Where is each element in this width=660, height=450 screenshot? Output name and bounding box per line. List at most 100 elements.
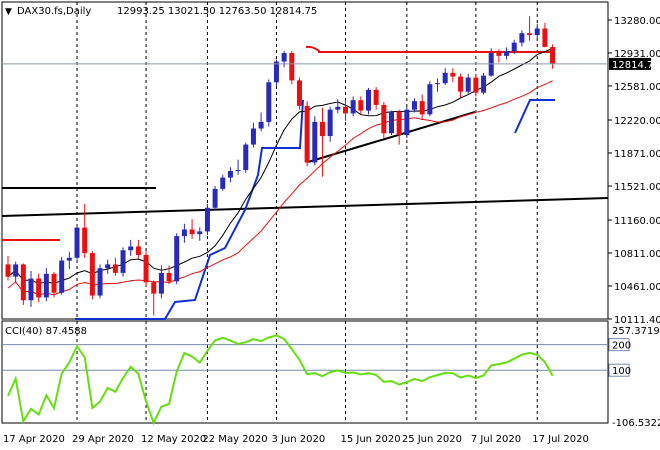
candle-bear xyxy=(20,264,26,301)
candle-bull xyxy=(74,227,80,258)
candle-bear xyxy=(527,33,533,36)
candle-bull xyxy=(327,109,333,137)
blue-stop-line xyxy=(75,99,304,320)
candle-bull xyxy=(258,121,264,129)
x-tick-label: 12 May 2020 xyxy=(141,434,206,445)
current-price-box xyxy=(609,57,651,70)
candle-bull xyxy=(120,250,126,273)
y-tick-label: 11521.00 xyxy=(614,182,660,193)
candle-bull xyxy=(519,33,525,43)
candle-bear xyxy=(289,53,295,81)
candle-bull xyxy=(534,28,540,36)
candle-bear xyxy=(296,80,302,106)
candles xyxy=(5,16,556,316)
candle-bull xyxy=(511,42,517,52)
candle-bull xyxy=(281,53,287,62)
candle-bear xyxy=(189,229,195,235)
candle-bull xyxy=(59,260,65,293)
candle-bull xyxy=(465,77,471,92)
cci-tick-label: 257.3719 xyxy=(612,326,660,337)
y-tick-label: 13280.00 xyxy=(614,16,660,27)
candle-bull xyxy=(335,106,341,110)
candle-bull xyxy=(266,82,272,122)
cci-tick-label: -106.5322 xyxy=(612,418,660,429)
candle-bull xyxy=(204,207,210,232)
ohlc-values: 12993.25 13021.50 12763.50 12814.75 xyxy=(117,6,317,17)
cci-level-label: 100 xyxy=(612,366,631,377)
cci-line xyxy=(7,334,554,426)
candle-bull xyxy=(181,229,187,237)
y-tick-label: 10461.00 xyxy=(614,282,660,293)
candle-bear xyxy=(5,264,11,277)
candle-bear xyxy=(143,254,149,283)
indicator-title: CCI(40) 87.4588 xyxy=(5,326,87,337)
candle-bear xyxy=(135,246,141,255)
candle-bear xyxy=(396,111,402,136)
candle-bear xyxy=(450,72,456,77)
candle-bear xyxy=(304,105,310,163)
x-tick-label: 7 Jul 2020 xyxy=(471,434,521,445)
x-tick-label: 3 Jun 2020 xyxy=(271,434,325,445)
candle-bull xyxy=(227,170,233,178)
red-level-hook xyxy=(305,45,321,53)
candle-bear xyxy=(89,253,95,296)
candle-bull xyxy=(350,100,356,114)
candle-bull xyxy=(412,101,418,110)
trendline-rising xyxy=(307,111,476,163)
candle-bull xyxy=(43,273,49,298)
y-tick-label: 12220.00 xyxy=(614,116,660,127)
candle-bear xyxy=(550,47,556,64)
candle-bull xyxy=(435,83,441,85)
candle-bull xyxy=(404,109,410,136)
candle-bear xyxy=(166,272,172,282)
candle-bull xyxy=(235,170,241,172)
candle-bull xyxy=(158,272,164,294)
candle-bull xyxy=(197,231,203,235)
candle-bull xyxy=(442,72,448,84)
trendline-long xyxy=(1,197,609,217)
x-tick-label: 15 Jun 2020 xyxy=(340,434,400,445)
candle-bear xyxy=(151,282,157,294)
y-tick-label: 11871.00 xyxy=(614,149,660,160)
candle-bear xyxy=(342,106,348,114)
candle-bull xyxy=(212,188,218,208)
candle-bull xyxy=(97,268,103,296)
cci-indicator xyxy=(7,334,554,426)
cci-level-label: 200 xyxy=(612,341,631,352)
candle-bear xyxy=(36,278,42,298)
candle-bear xyxy=(373,89,379,105)
candle-bull xyxy=(174,236,180,282)
candle-bear xyxy=(358,100,364,111)
cci-level-box xyxy=(608,338,630,352)
candle-bull xyxy=(243,144,249,171)
candle-bull xyxy=(312,121,318,163)
candle-bear xyxy=(319,121,325,137)
candle-bull xyxy=(128,246,134,251)
y-tick-label: 11160.00 xyxy=(614,216,660,227)
candle-bull xyxy=(427,84,433,115)
candle-bull xyxy=(250,128,256,145)
y-tick-label: 12931.00 xyxy=(614,49,660,60)
y-tick-label: 12581.00 xyxy=(614,82,660,93)
chart-title: DAX30.fs,Daily xyxy=(17,6,91,17)
candle-bear xyxy=(473,77,479,93)
candle-bear xyxy=(542,28,548,47)
candle-bear xyxy=(51,273,57,293)
y-tick-label: 10111.40 xyxy=(614,315,660,326)
candle-bull xyxy=(389,111,394,134)
y-tick-label: 10811.00 xyxy=(614,249,660,260)
candle-bear xyxy=(381,104,387,134)
x-tick-label: 22 May 2020 xyxy=(202,434,267,445)
blue-stop-line-right xyxy=(514,99,555,134)
current-price-label: 12814.75 xyxy=(612,60,660,71)
candle-bull xyxy=(273,61,279,83)
candle-bull xyxy=(28,278,34,301)
candle-bull xyxy=(66,257,72,261)
candle-bull xyxy=(365,89,371,111)
candle-bull xyxy=(105,264,111,269)
x-tick-label: 25 Jun 2020 xyxy=(402,434,462,445)
chart-dropdown-icon[interactable]: ▼ xyxy=(5,7,12,17)
candle-bull xyxy=(504,51,510,56)
candle-bear xyxy=(419,101,425,115)
